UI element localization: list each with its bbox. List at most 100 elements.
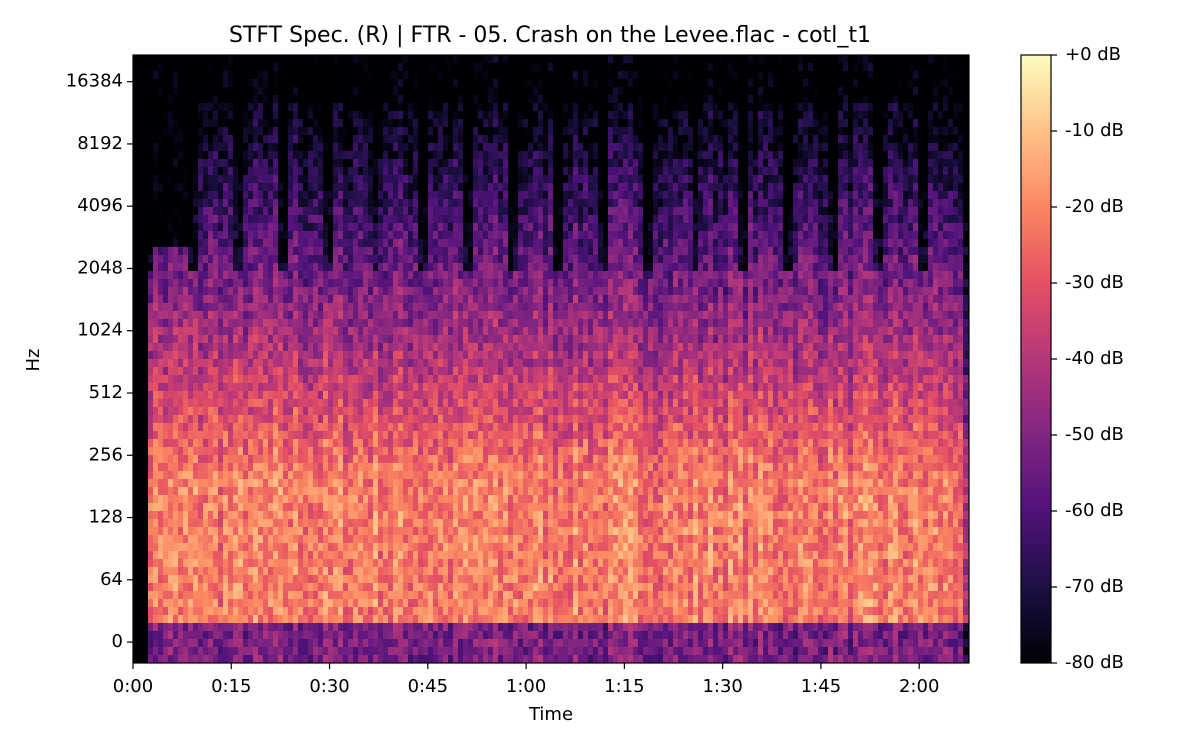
spectrogram-cell [238, 335, 243, 343]
spectrogram-cell [213, 303, 218, 311]
spectrogram-cell [508, 559, 513, 567]
spectrogram-cell [473, 495, 478, 503]
spectrogram-cell [388, 623, 393, 631]
spectrogram-cell [503, 175, 508, 183]
spectrogram-cell [153, 175, 158, 183]
spectrogram-cell [203, 519, 208, 527]
spectrogram-cell [213, 583, 218, 591]
spectrogram-cell [183, 583, 188, 591]
spectrogram-cell [508, 647, 513, 655]
spectrogram-cell [408, 639, 413, 647]
spectrogram-cell [433, 255, 438, 263]
spectrogram-cell [243, 295, 248, 303]
spectrogram-cell [498, 311, 503, 319]
spectrogram-cell [153, 503, 158, 511]
spectrogram-cell [188, 551, 193, 559]
spectrogram-cell [223, 551, 228, 559]
spectrogram-cell [253, 319, 258, 327]
spectrogram-cell [503, 399, 508, 407]
spectrogram-cell [478, 175, 483, 183]
spectrogram-cell [478, 135, 483, 143]
spectrogram-cell [343, 511, 348, 519]
spectrogram-cell [473, 127, 478, 135]
spectrogram-cell [463, 471, 468, 479]
spectrogram-cell [438, 167, 443, 175]
spectrogram-cell [313, 447, 318, 455]
spectrogram-cell [313, 599, 318, 607]
spectrogram-cell [308, 511, 313, 519]
spectrogram-cell [233, 439, 238, 447]
spectrogram-cell [438, 327, 443, 335]
spectrogram-cell [178, 87, 183, 95]
spectrogram-cell [323, 455, 328, 463]
spectrogram-cell [173, 519, 178, 527]
spectrogram-cell [173, 623, 178, 631]
spectrogram-cell [333, 471, 338, 479]
spectrogram-cell [158, 135, 163, 143]
spectrogram-cell [478, 311, 483, 319]
spectrogram-cell [198, 623, 203, 631]
spectrogram-cell [343, 263, 348, 271]
spectrogram-cell [248, 231, 253, 239]
spectrogram-cell [253, 615, 258, 623]
spectrogram-cell [183, 615, 188, 623]
spectrogram-cell [478, 287, 483, 295]
spectrogram-cell [343, 607, 348, 615]
spectrogram-cell [293, 159, 298, 167]
spectrogram-cell [373, 655, 378, 663]
spectrogram-cell [198, 535, 203, 543]
spectrogram-cell [283, 471, 288, 479]
spectrogram-cell [418, 407, 423, 415]
spectrogram-cell [308, 327, 313, 335]
spectrogram-cell [238, 551, 243, 559]
spectrogram-cell [298, 615, 303, 623]
spectrogram-cell [293, 287, 298, 295]
spectrogram-cell [178, 431, 183, 439]
spectrogram-cell [233, 655, 238, 663]
spectrogram-cell [238, 559, 243, 567]
spectrogram-cell [303, 559, 308, 567]
spectrogram-cell [418, 647, 423, 655]
spectrogram-cell [308, 127, 313, 135]
spectrogram-cell [313, 639, 318, 647]
spectrogram-cell [363, 375, 368, 383]
spectrogram-cell [278, 359, 283, 367]
spectrogram-cell [513, 487, 518, 495]
spectrogram-cell [303, 591, 308, 599]
spectrogram-cell [308, 551, 313, 559]
spectrogram-cell [328, 319, 333, 327]
spectrogram-cell [188, 535, 193, 543]
spectrogram-cell [483, 71, 488, 79]
spectrogram-cell [373, 271, 378, 279]
spectrogram-cell [238, 583, 243, 591]
spectrogram-cell [448, 519, 453, 527]
spectrogram-cell [238, 287, 243, 295]
spectrogram-cell [488, 143, 493, 151]
spectrogram-cell [148, 519, 153, 527]
spectrogram-cell [473, 175, 478, 183]
spectrogram-cell [388, 591, 393, 599]
spectrogram-cell [248, 215, 253, 223]
spectrogram-cell [203, 327, 208, 335]
spectrogram-cell [498, 511, 503, 519]
spectrogram-cell [363, 351, 368, 359]
spectrogram-cell [388, 215, 393, 223]
spectrogram-cell [393, 511, 398, 519]
spectrogram-cell [403, 559, 408, 567]
spectrogram-cell [498, 175, 503, 183]
spectrogram-cell [283, 231, 288, 239]
spectrogram-cell [413, 199, 418, 207]
spectrogram-cell [383, 415, 388, 423]
spectrogram-cell [273, 343, 278, 351]
spectrogram-cell [293, 415, 298, 423]
spectrogram-cell [483, 223, 488, 231]
spectrogram-cell [408, 127, 413, 135]
spectrogram-cell [383, 239, 388, 247]
spectrogram-cell [508, 311, 513, 319]
spectrogram-cell [418, 511, 423, 519]
spectrogram-cell [208, 591, 213, 599]
spectrogram-cell [363, 535, 368, 543]
spectrogram-cell [383, 279, 388, 287]
spectrogram-cell [148, 367, 153, 375]
spectrogram-cell [433, 575, 438, 583]
